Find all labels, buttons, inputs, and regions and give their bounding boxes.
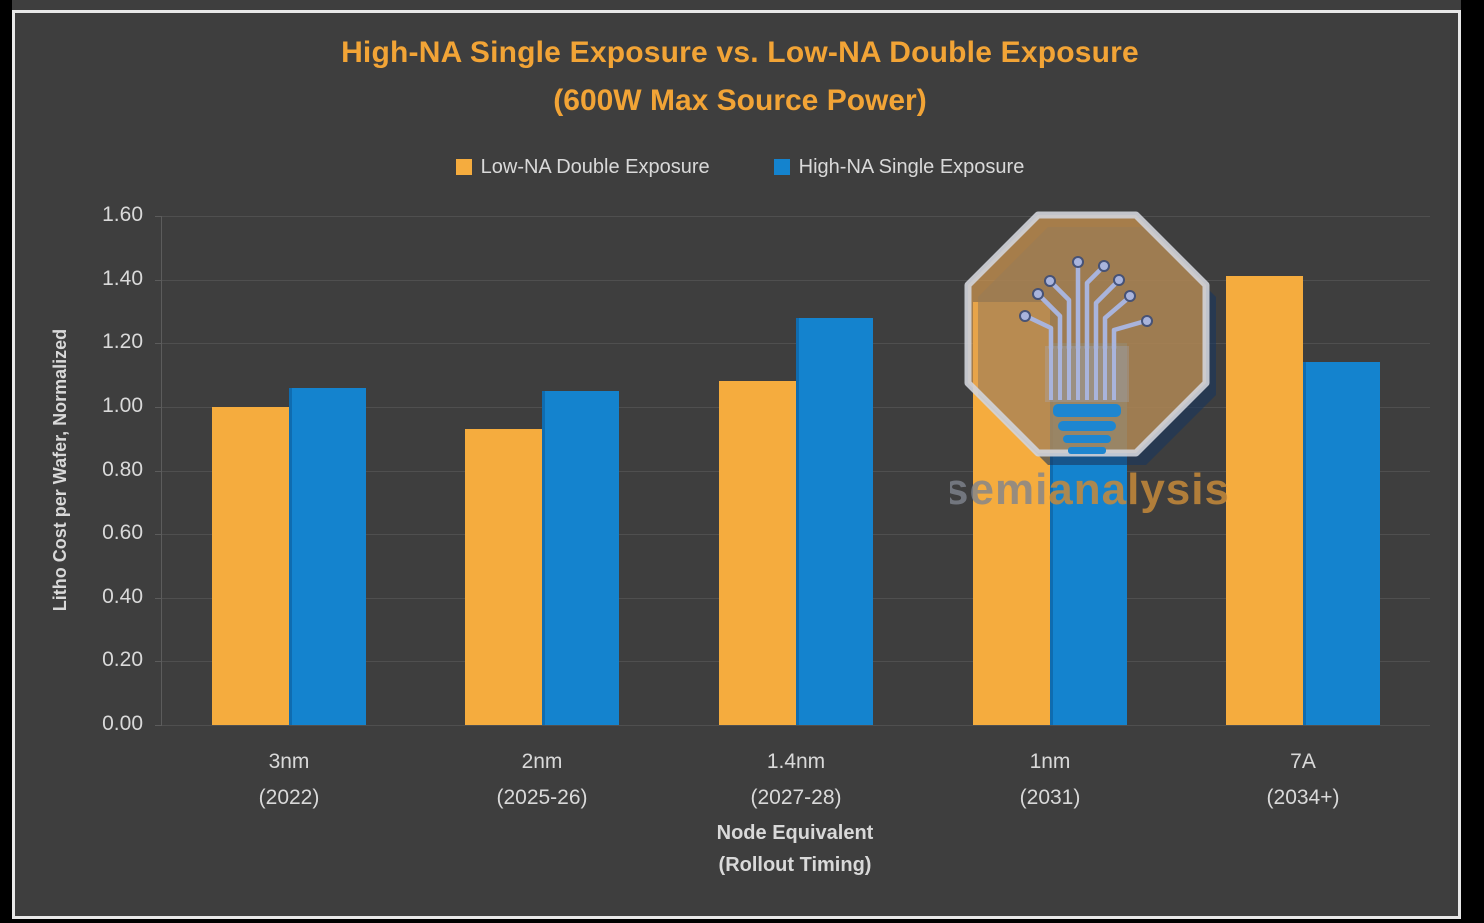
chart-subtitle: (600W Max Source Power) bbox=[553, 84, 927, 117]
circuit-tree-icon bbox=[1027, 265, 1145, 351]
x-tick-node: 2nm bbox=[521, 750, 563, 773]
y-tick-label-1.40: 1.40 bbox=[102, 267, 143, 290]
bulb-base-icon bbox=[1053, 404, 1121, 454]
y-tickmark-1.60 bbox=[155, 216, 162, 217]
x-axis-title-line2: (Rollout Timing) bbox=[718, 854, 872, 876]
y-tickmark-1.00 bbox=[155, 407, 162, 408]
legend: Low-NA Double Exposure High-NA Single Exp… bbox=[0, 152, 1480, 182]
bar-low-na-double-exposure-1.4nm bbox=[719, 381, 796, 725]
chart-title: High-NA Single Exposure vs. Low-NA Doubl… bbox=[341, 36, 1139, 69]
bar-high-na-single-exposure-2nm bbox=[542, 391, 619, 725]
y-tick-label-0.60: 0.60 bbox=[102, 521, 143, 544]
y-tickmark-0.80 bbox=[155, 471, 162, 472]
x-tick-label-7A: 7A (2034+) bbox=[1176, 744, 1430, 816]
x-tick-node: 1.4nm bbox=[766, 750, 826, 773]
legend-label: Low-NA Double Exposure bbox=[480, 155, 710, 178]
gridline-1.40 bbox=[162, 280, 1430, 281]
bar-low-na-double-exposure-3nm bbox=[212, 407, 289, 725]
x-tick-label-3nm: 3nm (2022) bbox=[162, 744, 416, 816]
x-tick-label-2nm: 2nm (2025-26) bbox=[415, 744, 669, 816]
x-tick-label-1.4nm: 1.4nm (2027-28) bbox=[669, 744, 923, 816]
y-tick-label-0.40: 0.40 bbox=[102, 585, 143, 608]
y-tick-label-0.20: 0.20 bbox=[102, 648, 143, 671]
gridline-1.60 bbox=[162, 216, 1430, 217]
bar-low-na-double-exposure-7A bbox=[1226, 276, 1303, 725]
x-tick-label-1nm: 1nm (2031) bbox=[923, 744, 1177, 816]
y-tickmark-0.00 bbox=[155, 725, 162, 726]
x-tick-timing: (2027-28) bbox=[750, 786, 842, 809]
y-tick-label-1.20: 1.20 bbox=[102, 330, 143, 353]
bar-low-na-double-exposure-2nm bbox=[465, 429, 542, 725]
bar-high-na-single-exposure-7A bbox=[1303, 362, 1380, 725]
wire-bundle-icon bbox=[1049, 348, 1116, 400]
circuit-tree-nodes bbox=[1019, 256, 1153, 327]
x-tick-node: 1nm bbox=[1029, 750, 1071, 773]
x-tick-timing: (2034+) bbox=[1266, 786, 1340, 809]
y-tick-label-1.60: 1.60 bbox=[102, 203, 143, 226]
x-tick-node: 3nm bbox=[268, 750, 310, 773]
legend-item-0: Low-NA Double Exposure bbox=[455, 155, 710, 179]
bar-high-na-single-exposure-1.4nm bbox=[796, 318, 873, 725]
y-tickmark-1.40 bbox=[155, 280, 162, 281]
y-tickmark-0.60 bbox=[155, 534, 162, 535]
x-tick-timing: (2022) bbox=[258, 786, 320, 809]
gridline-0.00 bbox=[162, 725, 1430, 726]
y-tickmark-0.40 bbox=[155, 598, 162, 599]
legend-swatch-icon bbox=[773, 159, 790, 175]
semianalysis-watermark-logo: semianalysis bbox=[950, 211, 1230, 514]
legend-swatch-icon bbox=[455, 159, 472, 175]
legend-item-1: High-NA Single Exposure bbox=[773, 155, 1025, 179]
y-tick-label-0.00: 0.00 bbox=[102, 712, 143, 735]
panel-top-strip bbox=[12, 0, 1461, 12]
legend-label: High-NA Single Exposure bbox=[798, 155, 1025, 178]
plot-area bbox=[162, 216, 1430, 726]
bar-high-na-single-exposure-3nm bbox=[289, 388, 366, 725]
y-tick-label-1.00: 1.00 bbox=[102, 394, 143, 417]
y-tickmark-1.20 bbox=[155, 343, 162, 344]
x-axis-title-line1: Node Equivalent bbox=[716, 822, 874, 844]
y-tickmark-0.20 bbox=[155, 661, 162, 662]
watermark-brand-text: semianalysis bbox=[950, 465, 1230, 514]
x-tick-node: 7A bbox=[1290, 750, 1316, 773]
x-tick-timing: (2031) bbox=[1019, 786, 1081, 809]
y-tick-label-0.80: 0.80 bbox=[102, 458, 143, 481]
x-tick-timing: (2025-26) bbox=[496, 786, 588, 809]
